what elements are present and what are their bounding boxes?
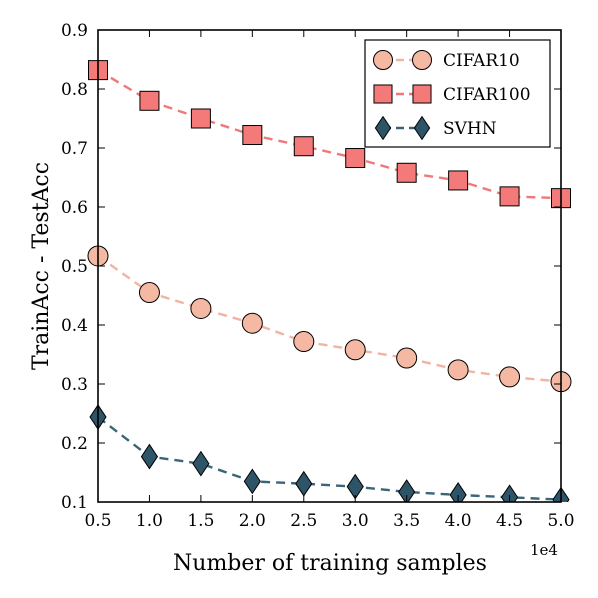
data-point-cifar100 (139, 90, 160, 111)
data-point-cifar10 (396, 347, 418, 369)
data-point-cifar100 (293, 136, 314, 157)
data-point-cifar100 (190, 108, 211, 129)
data-point-svhn (449, 482, 467, 502)
legend-marker (374, 115, 392, 141)
legend-marker (413, 115, 431, 141)
y-tick-label: 0.9 (61, 21, 88, 41)
data-point-cifar100 (345, 148, 366, 169)
x-axis-label: Number of training samples (173, 551, 487, 576)
legend-label: SVHN (443, 119, 497, 139)
data-point-cifar10 (293, 331, 315, 353)
x-tick-label: 4.5 (496, 511, 523, 531)
data-point-cifar10 (344, 339, 366, 361)
data-point-svhn (140, 443, 159, 470)
y-axis-label: TrainAcc - TestAcc (29, 162, 54, 370)
data-point-svhn (243, 468, 261, 495)
y-tick-label: 0.4 (61, 316, 88, 336)
data-point-cifar10 (499, 366, 521, 388)
data-point-cifar10 (138, 282, 160, 304)
data-point-cifar100 (396, 162, 417, 183)
legend-marker (412, 50, 432, 70)
legend-marker (373, 50, 393, 70)
x-tick-label: 1.0 (136, 511, 163, 531)
series-line-cifar100 (97, 69, 562, 200)
x-tick-label: 3.5 (393, 511, 420, 531)
x-tick-label: 2.5 (290, 511, 317, 531)
y-tick-label: 0.3 (61, 375, 88, 395)
x-tick-label: 2.0 (239, 511, 266, 531)
y-tick-label: 0.2 (61, 434, 88, 454)
x-tick-label: 5.0 (547, 511, 574, 531)
x-axis-offset-label: 1e4 (530, 541, 558, 559)
y-tick-label: 0.5 (61, 257, 88, 277)
data-point-svhn (295, 470, 313, 497)
legend-marker (412, 84, 432, 104)
data-point-cifar100 (499, 186, 520, 207)
data-point-cifar10 (190, 297, 212, 319)
y-tick-label: 0.7 (61, 139, 88, 159)
x-tick-label: 1.5 (187, 511, 214, 531)
x-tick-label: 4.0 (445, 511, 472, 531)
series-line-cifar10 (97, 254, 562, 383)
legend-marker (373, 84, 393, 104)
legend-label: CIFAR100 (443, 85, 531, 105)
y-tick-label: 0.6 (61, 198, 88, 218)
x-tick-label: 3.0 (342, 511, 369, 531)
data-point-cifar100 (448, 170, 469, 191)
series-line-svhn (97, 416, 562, 501)
legend-label: CIFAR10 (443, 51, 520, 71)
series-group (87, 60, 572, 502)
y-tick-label: 0.1 (61, 493, 88, 513)
axis-ticks: 0.5 1.0 1.5 2.0 2.5 3.0 3.5 4.0 4.5 5.0 0.1 0.2 0.3 0… (61, 21, 575, 531)
data-point-svhn (192, 450, 210, 477)
legend: CIFAR10 CIFAR100 SVHN (364, 39, 551, 148)
data-point-cifar10 (447, 359, 469, 381)
x-tick-label: 0.5 (84, 511, 111, 531)
plot-area (87, 60, 572, 502)
plot-frame (97, 29, 562, 503)
legend-box (364, 39, 551, 148)
data-point-svhn (500, 484, 519, 502)
data-point-svhn (398, 479, 416, 502)
y-tick-label: 0.8 (61, 80, 88, 100)
data-point-cifar10 (241, 312, 263, 334)
data-point-cifar100 (242, 125, 263, 146)
